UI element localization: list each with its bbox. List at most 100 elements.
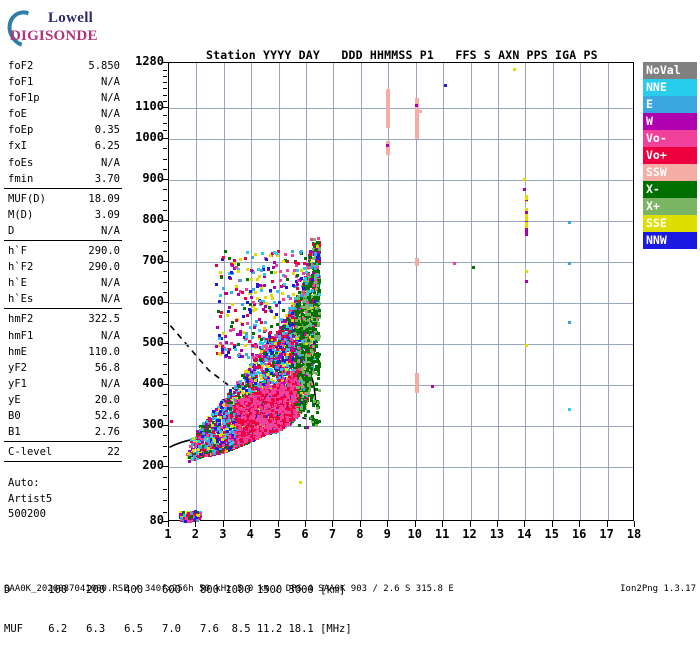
echo-point [287, 396, 291, 400]
echo-point [229, 391, 233, 395]
grid-line-horizontal [169, 262, 633, 263]
grid-line-horizontal [169, 180, 633, 181]
echo-point [242, 394, 246, 398]
echo-point [297, 308, 301, 312]
echo-point [294, 406, 298, 410]
echo-point [240, 443, 244, 447]
echo-point [279, 389, 283, 393]
echo-point [295, 344, 299, 348]
echo-point [234, 415, 238, 419]
echo-point [269, 413, 273, 417]
echo-point [201, 437, 205, 441]
echo-point [247, 434, 251, 438]
echo-point [225, 423, 229, 427]
echo-point [238, 436, 241, 440]
echo-point [244, 422, 248, 426]
echo-point [248, 385, 252, 389]
echo-point [243, 440, 247, 444]
param-value: 52.6 [94, 409, 120, 422]
echo-point [268, 397, 272, 401]
echo-point [286, 413, 290, 417]
auto-line-1: Artist5 [8, 492, 53, 505]
echo-point [269, 426, 273, 430]
echo-point [228, 407, 232, 411]
echo-point [311, 271, 315, 275]
echo-point [278, 387, 282, 391]
echo-point [261, 406, 265, 410]
param-key: h`Es [8, 293, 34, 306]
param-row-fof1p: foF1p N/A [4, 90, 122, 106]
echo-point [286, 416, 290, 420]
echo-point [224, 409, 228, 413]
echo-point [263, 377, 267, 381]
echo-point [229, 448, 233, 452]
echo-point [231, 405, 235, 409]
echo-point [254, 378, 258, 382]
echo-point [250, 370, 254, 374]
echo-point [280, 330, 283, 334]
echo-point [194, 436, 198, 440]
echo-point [262, 361, 266, 365]
echo-point [269, 377, 273, 381]
echo-point [277, 388, 281, 392]
echo-point [293, 309, 297, 313]
echo-point [299, 293, 303, 297]
echo-point [219, 425, 223, 429]
echo-point [238, 420, 242, 424]
echo-point [275, 383, 279, 387]
param-value: 22 [107, 446, 120, 459]
echo-point [196, 439, 200, 443]
echo-point [279, 368, 283, 372]
echo-point [222, 430, 226, 434]
ionogram-plot-area[interactable] [168, 62, 634, 523]
echo-point [313, 290, 317, 294]
echo-point [266, 421, 270, 425]
echo-point [304, 367, 308, 371]
echo-point [236, 426, 240, 430]
echo-point [193, 454, 197, 458]
echo-point [315, 270, 319, 274]
echo-point [236, 400, 240, 404]
echo-point [282, 381, 286, 385]
echo-point [281, 393, 285, 397]
echo-point [211, 414, 215, 418]
echo-point [233, 391, 237, 395]
echo-point [317, 250, 321, 254]
echo-point [234, 406, 238, 410]
echo-point [262, 348, 266, 352]
echo-point [308, 258, 312, 262]
echo-point [221, 409, 225, 412]
echo-point [256, 384, 260, 388]
param-row-fof2: foF2 5.850 [4, 58, 122, 74]
echo-point [268, 360, 272, 364]
echo-point [317, 259, 321, 263]
echo-point [224, 406, 228, 410]
echo-point [279, 411, 283, 415]
echo-point [258, 352, 262, 356]
echo-point [198, 439, 202, 443]
param-value: 3.70 [94, 172, 120, 185]
echo-point [232, 417, 236, 421]
param-row-hf: h`F 290.0 [4, 243, 122, 259]
echo-point [211, 412, 215, 416]
echo-point [284, 322, 288, 326]
echo-point [214, 448, 218, 452]
echo-point [257, 408, 261, 412]
echo-point [297, 290, 301, 294]
param-key: foE [8, 108, 27, 121]
echo-point [280, 386, 284, 390]
echo-point [238, 379, 242, 383]
echo-point [202, 421, 206, 425]
echo-point [242, 376, 246, 380]
echo-point [259, 361, 263, 365]
grid-line-horizontal [169, 221, 633, 222]
echo-point [274, 412, 278, 416]
echo-point [243, 402, 247, 406]
param-row-hf2: h`F2 290.0 [4, 259, 122, 275]
echo-point [289, 356, 293, 360]
echo-point [275, 347, 279, 351]
echo-point [299, 358, 303, 362]
echo-point [303, 283, 307, 287]
echo-point [279, 377, 283, 381]
echo-point [233, 412, 237, 416]
